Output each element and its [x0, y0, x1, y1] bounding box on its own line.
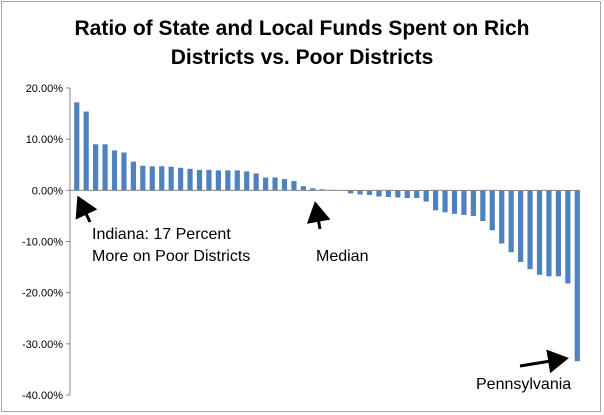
bar	[565, 190, 571, 284]
bar	[130, 161, 136, 191]
y-axis: 20.00% 10.00% 0.00% -10.00% -20.00% -30.00% -4…	[22, 83, 71, 402]
bar	[499, 190, 505, 244]
arrow-median	[306, 201, 331, 230]
bar	[451, 190, 458, 214]
y-tick-label: -40.00%	[22, 390, 63, 402]
bar	[357, 190, 363, 195]
y-tick-label: 20.00%	[26, 83, 64, 95]
bar	[83, 111, 89, 191]
bar	[423, 190, 429, 202]
y-tick-label: 0.00%	[32, 185, 63, 197]
bar	[215, 170, 221, 191]
bars	[70, 102, 580, 362]
bar	[546, 190, 552, 277]
bar	[395, 190, 401, 198]
bar	[111, 150, 118, 191]
bar	[470, 190, 476, 216]
arrow-indiana	[75, 195, 98, 223]
bar	[366, 190, 373, 195]
bar	[206, 169, 212, 191]
bar	[536, 190, 543, 275]
bar	[234, 170, 240, 191]
bar	[442, 190, 448, 213]
y-tick-label: 10.00%	[26, 134, 64, 146]
bar	[244, 171, 250, 191]
bar	[253, 173, 259, 191]
bar	[310, 188, 316, 191]
bar	[404, 190, 410, 199]
bar	[433, 190, 439, 211]
arrow-pennsylvania	[519, 349, 569, 374]
bar	[376, 190, 382, 197]
annotation-indiana-line-2: More on Poor Districts	[92, 248, 250, 265]
bar	[93, 144, 99, 191]
bar	[196, 169, 203, 191]
bar	[489, 190, 495, 231]
y-tick-label: -10.00%	[22, 237, 63, 249]
y-tick-label: -20.00%	[22, 288, 63, 300]
annotation-pennsylvania: Pennsylvania	[476, 376, 571, 393]
chart-title-line-1: Ratio of State and Local Funds Spent on …	[74, 17, 530, 40]
annotations: Indiana: 17 Percent More on Poor Distric…	[75, 195, 571, 393]
chart-title-line-2: Districts vs. Poor Districts	[170, 46, 434, 69]
bar	[159, 166, 165, 191]
bar	[508, 190, 514, 253]
bar	[300, 186, 306, 191]
bar	[272, 177, 278, 191]
bar	[168, 166, 174, 191]
bar	[102, 144, 108, 191]
bar	[74, 102, 80, 191]
bar	[140, 165, 146, 191]
bar	[385, 190, 391, 197]
y-tick-label: -30.00%	[22, 339, 63, 351]
bar	[291, 181, 297, 191]
bar	[263, 177, 269, 191]
bar	[574, 190, 580, 362]
bar	[178, 167, 184, 191]
bar	[348, 190, 354, 194]
bar	[555, 190, 561, 277]
annotation-indiana-line-1: Indiana: 17 Percent	[92, 226, 231, 243]
bar	[281, 179, 288, 191]
bar	[414, 190, 420, 199]
bar	[527, 190, 533, 270]
bar	[121, 152, 127, 191]
bar	[461, 190, 467, 215]
chart-title: Ratio of State and Local Funds Spent on …	[0, 14, 604, 72]
bar	[225, 170, 231, 191]
annotation-median: Median	[316, 248, 368, 265]
bar	[480, 190, 486, 222]
bar	[149, 166, 155, 191]
bar	[319, 189, 325, 191]
bar	[518, 190, 524, 262]
bar	[187, 168, 193, 191]
